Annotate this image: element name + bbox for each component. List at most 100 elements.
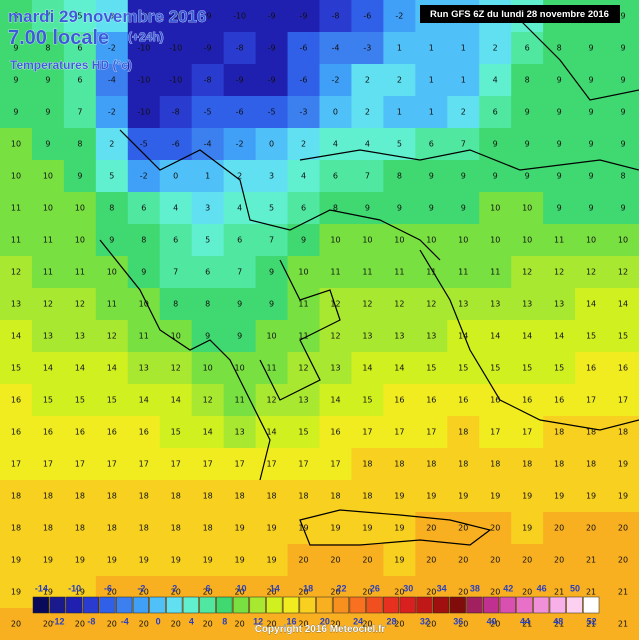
- temp-cell: [543, 128, 576, 161]
- temp-cell: [0, 416, 33, 449]
- temp-cell: [351, 288, 384, 321]
- scale-label: 8: [222, 616, 227, 626]
- temp-value: 1: [461, 76, 466, 85]
- temp-value: -6: [236, 108, 244, 117]
- temp-value: 18: [458, 428, 468, 437]
- temp-cell: [319, 0, 352, 33]
- temp-cell: [255, 608, 289, 640]
- temp-cell: [543, 544, 576, 577]
- temp-cell: [383, 320, 416, 353]
- scale-swatch: [332, 596, 350, 614]
- temp-value: 16: [107, 428, 117, 437]
- temp-value: 15: [586, 332, 596, 341]
- temp-value: 16: [426, 396, 436, 405]
- scale-label: 18: [303, 583, 313, 593]
- copyright: Copyright 2016 Meteociel.fr: [255, 624, 386, 635]
- temp-cell: [95, 480, 129, 513]
- temp-value: 16: [394, 396, 404, 405]
- temp-cell: [319, 288, 352, 321]
- temp-cell: [0, 608, 33, 640]
- temp-value: 8: [45, 44, 50, 53]
- temp-cell: [255, 320, 289, 353]
- temp-cell: [351, 416, 384, 449]
- scale-swatch: [382, 596, 400, 614]
- temp-value: 20: [458, 524, 468, 533]
- temp-cell: [319, 512, 352, 545]
- temp-cell: [127, 608, 161, 640]
- temp-cell: [63, 96, 97, 129]
- temp-cell: [479, 256, 512, 289]
- temp-cell: [191, 480, 225, 513]
- temp-cell: [159, 32, 193, 65]
- temp-cell: [575, 608, 608, 640]
- temp-value: 9: [13, 108, 18, 117]
- temp-cell: [511, 320, 544, 353]
- temp-value: 11: [298, 332, 308, 341]
- temp-value: 2: [397, 76, 402, 85]
- temp-value: 19: [235, 524, 245, 533]
- time: 7.00 locale: [8, 27, 109, 49]
- temp-value: 20: [554, 524, 564, 533]
- scale-label: 44: [520, 616, 530, 626]
- temp-value: 7: [461, 140, 466, 149]
- temp-cell: [575, 320, 608, 353]
- scale-swatch: [116, 596, 133, 614]
- temp-value: -9: [268, 76, 276, 85]
- temp-value: 21: [586, 588, 596, 597]
- temp-value: 16: [330, 428, 340, 437]
- temp-cell: [31, 416, 65, 449]
- temp-value: 11: [11, 236, 21, 245]
- temp-value: 5: [397, 140, 402, 149]
- temp-value: 20: [235, 620, 245, 629]
- temp-value: 20: [426, 620, 436, 629]
- scale-label: 26: [370, 583, 380, 593]
- temp-cell: [479, 480, 512, 513]
- temp-cell: [415, 96, 448, 129]
- temp-value: 10: [330, 236, 340, 245]
- temp-value: 17: [43, 460, 53, 469]
- temp-value: 9: [589, 140, 594, 149]
- temp-value: 12: [107, 332, 117, 341]
- temp-cell: [511, 512, 544, 545]
- temp-cell: [127, 320, 161, 353]
- temp-cell: [255, 544, 289, 577]
- temp-cell: [351, 544, 384, 577]
- temp-value: 20: [298, 556, 308, 565]
- temp-value: 2: [237, 172, 242, 181]
- temp-cell: [31, 288, 65, 321]
- temp-value: 2: [493, 44, 498, 53]
- scale-swatch: [32, 596, 49, 614]
- temp-cell: [447, 544, 480, 577]
- temp-value: 21: [554, 620, 564, 629]
- temp-cell: [447, 256, 480, 289]
- temp-value: 15: [171, 428, 181, 437]
- temp-value: 9: [237, 332, 242, 341]
- scale-label: 22: [337, 583, 347, 593]
- temp-value: 12: [362, 300, 372, 309]
- temp-value: 20: [490, 556, 500, 565]
- temp-value: 12: [426, 300, 436, 309]
- temp-cell: [31, 384, 65, 417]
- temp-cell: [31, 224, 65, 257]
- temp-cell: [191, 64, 225, 97]
- temp-value: 19: [458, 492, 468, 501]
- temp-cell: [191, 512, 225, 545]
- temp-value: 6: [493, 108, 498, 117]
- temp-value: 9: [620, 140, 625, 149]
- temp-value: 13: [490, 300, 500, 309]
- temp-value: 21: [618, 620, 628, 629]
- temp-value: 8: [109, 204, 114, 213]
- temp-value: -5: [204, 108, 212, 117]
- temp-value: 9: [525, 140, 530, 149]
- scale-label: 46: [537, 583, 547, 593]
- temp-value: 2: [365, 108, 370, 117]
- temp-value: 14: [362, 364, 372, 373]
- temp-cell: [479, 64, 512, 97]
- temp-value: 14: [139, 396, 149, 405]
- scale-swatch: [483, 596, 500, 614]
- temp-value: 6: [525, 44, 530, 53]
- temp-cell: [159, 384, 193, 417]
- temp-value: 20: [586, 524, 596, 533]
- temp-value: 20: [362, 556, 372, 565]
- temp-cell: [287, 256, 320, 289]
